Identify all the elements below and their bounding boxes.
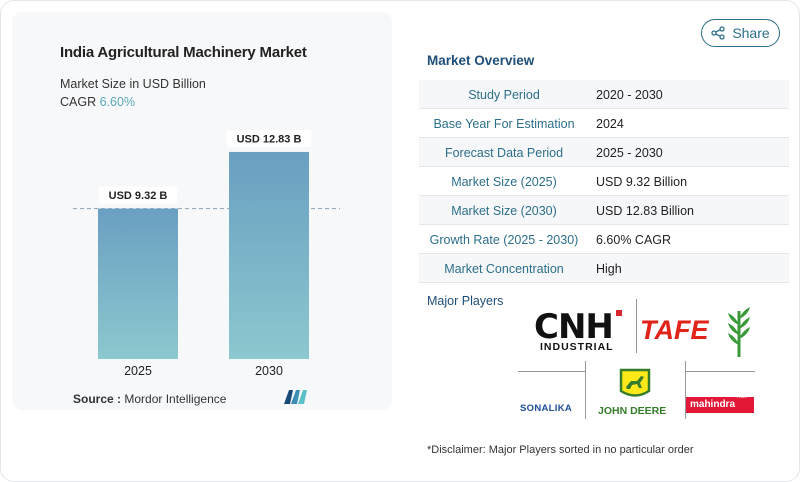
x-tick-label: 2030 — [255, 364, 283, 378]
mahindra-logo-tagline: Rise — [737, 394, 748, 400]
share-icon — [711, 26, 725, 40]
source-label: Source : — [73, 392, 122, 406]
overview-title: Market Overview — [427, 53, 535, 68]
chart-title: India Agricultural Machinery Market — [60, 44, 307, 61]
overview-row-value: 2020 - 2030 — [596, 88, 663, 102]
x-tick-label: 2025 — [124, 364, 152, 378]
overview-table: Study Period 2020 - 2030 Base Year For Est… — [419, 80, 789, 283]
logo-divider — [685, 371, 755, 372]
data-label-box — [226, 129, 312, 147]
data-label: USD 12.83 B — [237, 133, 302, 145]
overview-row-label: Forecast Data Period — [444, 146, 564, 160]
share-label: Share — [732, 25, 770, 41]
overview-row-label: Market Concentration — [444, 262, 564, 276]
overview-row: Study Period 2020 - 2030 — [419, 80, 789, 109]
bar-2025 — [98, 208, 178, 359]
share-button[interactable]: Share — [701, 19, 780, 47]
overview-row-value: High — [596, 262, 622, 276]
overview-row-value: 2024 — [596, 117, 624, 131]
players-title: Major Players — [427, 294, 504, 308]
overview-row-value: USD 12.83 Billion — [596, 204, 694, 218]
john-deere-logo-text: JOHN DEERE — [598, 405, 667, 417]
chart-subtitle: Market Size in USD Billion — [60, 77, 206, 91]
overview-row: Base Year For Estimation 2024 — [419, 109, 789, 138]
disclaimer: *Disclaimer: Major Players sorted in no … — [427, 444, 694, 456]
cnh-red-square — [616, 310, 622, 316]
mahindra-logo-box — [686, 397, 754, 413]
overview-row-value: USD 9.32 Billion — [596, 175, 688, 189]
logo-divider — [585, 361, 586, 419]
overview-row-label: Market Size (2025) — [451, 175, 557, 189]
overview-row-label: Market Size (2030) — [451, 204, 557, 218]
logo-divider — [636, 299, 637, 353]
overview-row-value: 2025 - 2030 — [596, 146, 663, 160]
overview-row-label: Base Year For Estimation — [433, 117, 575, 131]
cagr-value: 6.60% — [99, 95, 136, 109]
sonalika-logo-text: SONALIKA — [520, 403, 573, 414]
tafe-logo-text: TAFE — [640, 315, 709, 345]
mordor-logo-icon — [284, 390, 307, 404]
players-logos: CNH INDUSTRIAL TAFE SONALIKA JOHN DEERE … — [518, 297, 758, 422]
overview-row: Forecast Data Period 2025 - 2030 — [419, 138, 789, 167]
chart-cagr: CAGR 6.60% — [60, 95, 135, 109]
john-deere-deer-icon — [619, 368, 651, 397]
logo-divider — [685, 361, 686, 419]
cagr-label: CAGR — [60, 95, 97, 109]
chart-card — [12, 12, 392, 410]
overview-row: Market Size (2025) USD 9.32 Billion — [419, 167, 789, 196]
overview-row: Market Size (2030) USD 12.83 Billion — [419, 196, 789, 225]
source-line: Source : Mordor Intelligence — [73, 392, 226, 406]
logo-divider — [518, 371, 585, 372]
overview-row-label: Study Period — [468, 88, 540, 102]
data-label-box — [99, 186, 177, 204]
overview-row: Market Concentration High — [419, 254, 789, 283]
bar-2030 — [229, 151, 309, 359]
cnh-logo-subtext: INDUSTRIAL — [540, 341, 614, 353]
cnh-logo-text: CNH — [534, 307, 614, 347]
data-label: USD 9.32 B — [109, 190, 168, 202]
overview-row-label: Growth Rate (2025 - 2030) — [429, 233, 579, 247]
mahindra-logo-text: mahindra — [690, 399, 736, 410]
tafe-leaf-icon — [728, 307, 750, 357]
bar-chart: USD 9.32 B 2025 USD 12.83 B 2030 — [73, 129, 340, 378]
overview-row: Growth Rate (2025 - 2030) 6.60% CAGR — [419, 225, 789, 254]
source-text: Mordor Intelligence — [124, 392, 227, 406]
overview-row-value: 6.60% CAGR — [596, 233, 672, 247]
